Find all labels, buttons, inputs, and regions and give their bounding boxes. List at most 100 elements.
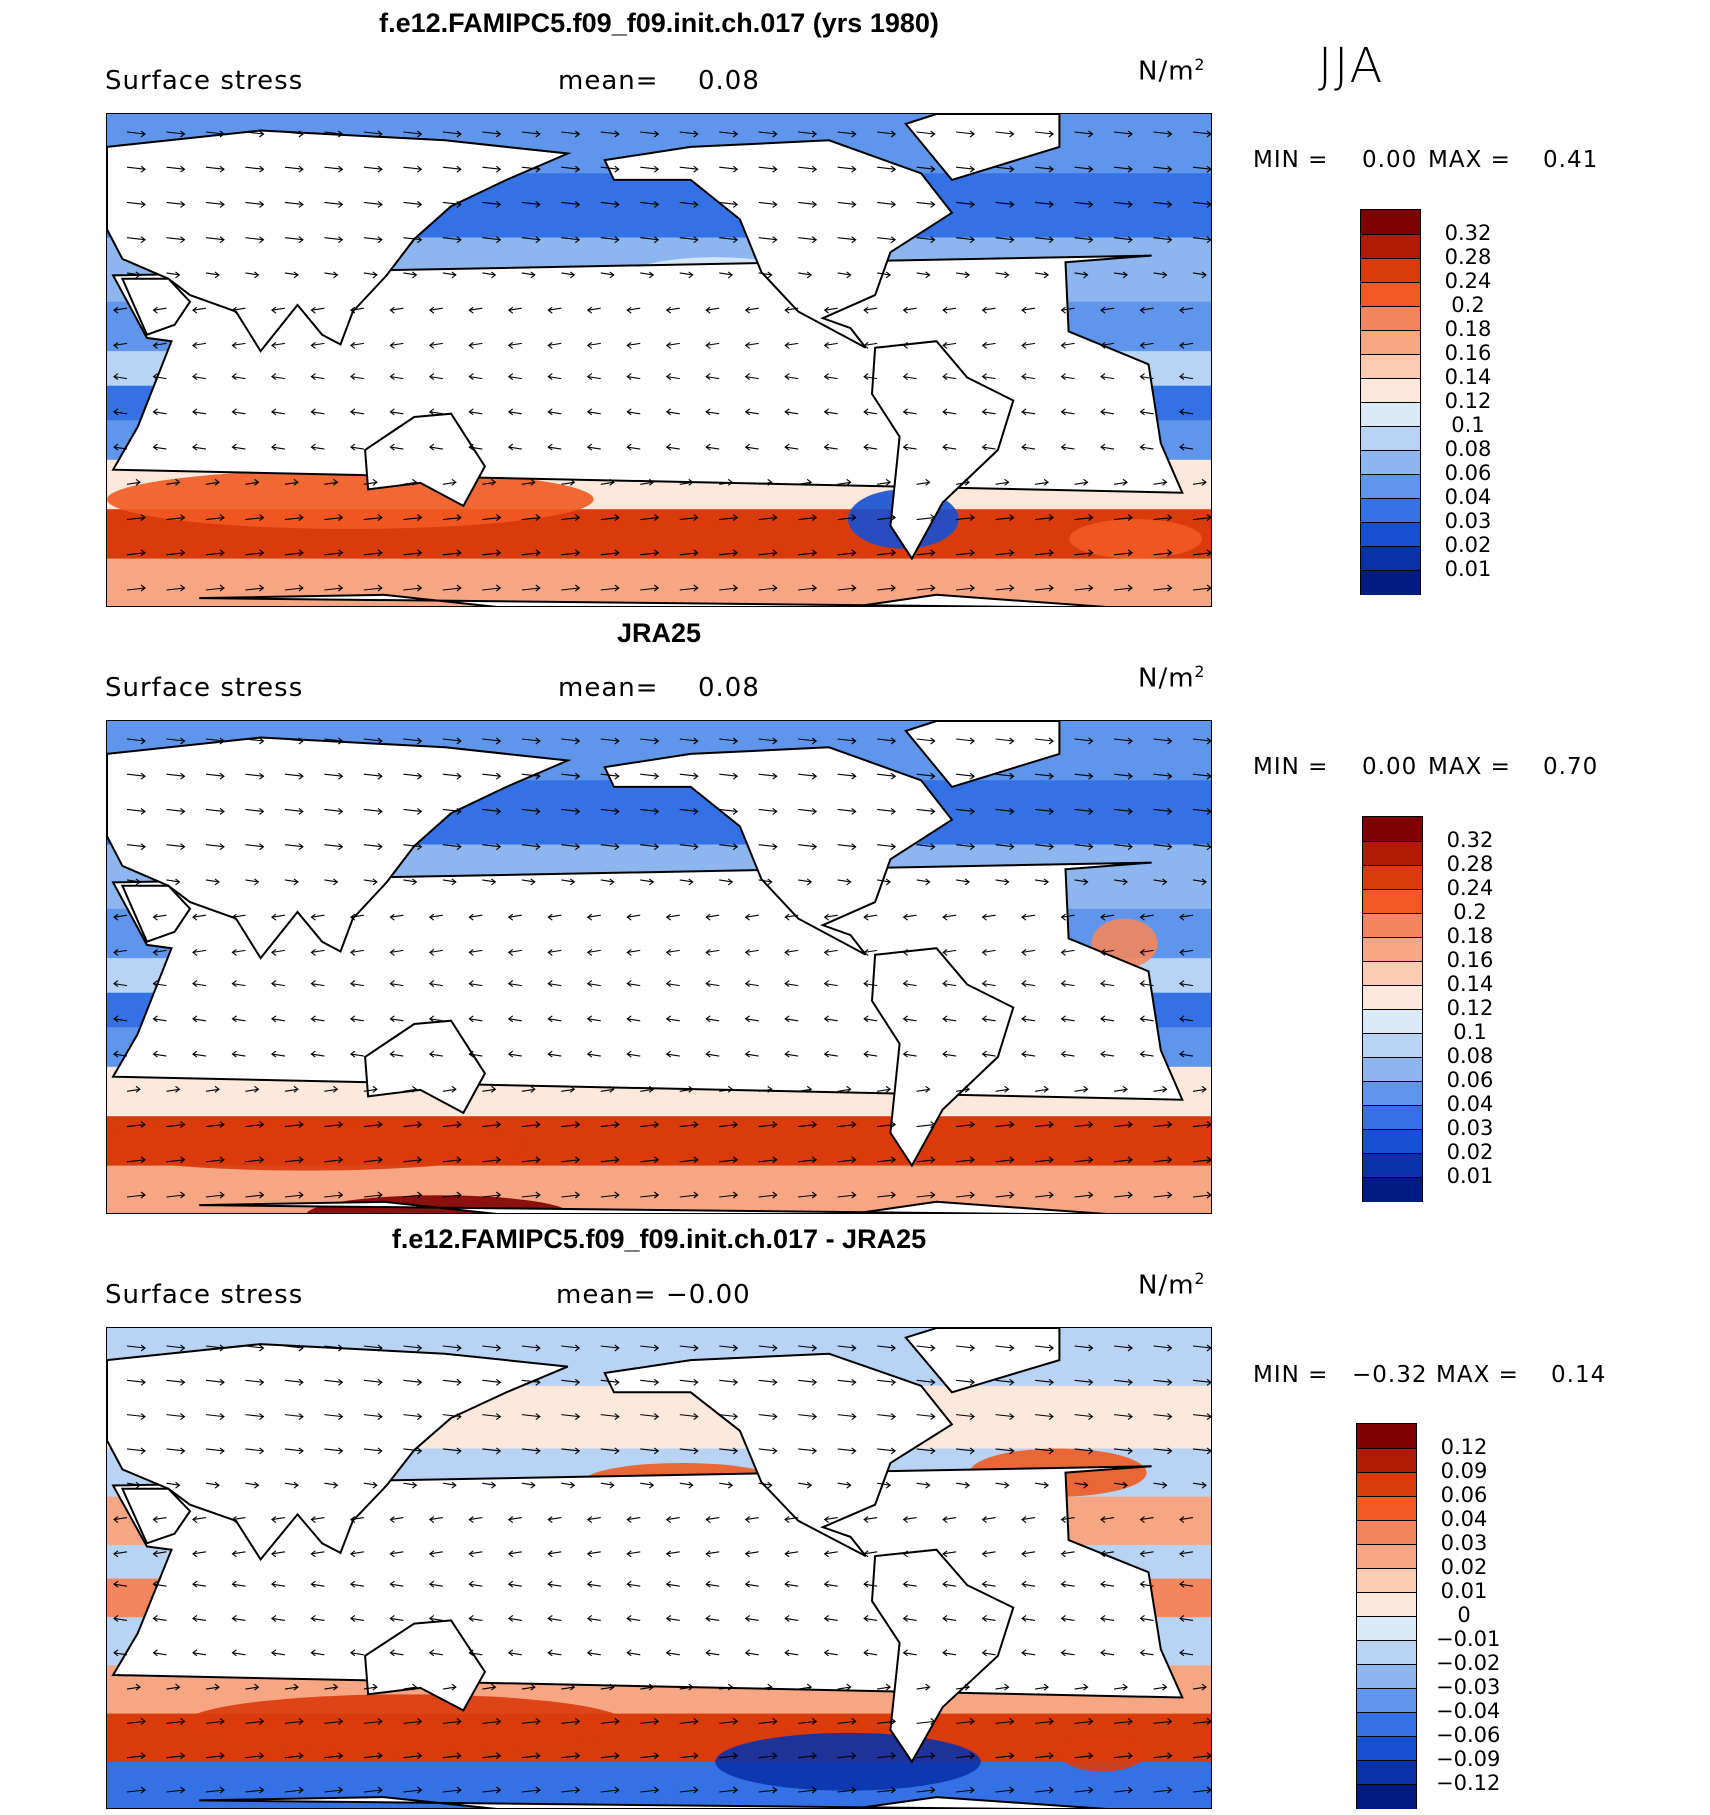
vector-arrow — [640, 844, 659, 848]
vector-arrowhead — [851, 1752, 857, 1760]
vector-arrow — [1034, 1686, 1049, 1690]
vector-arrowhead — [772, 1191, 778, 1199]
vector-arrowhead — [653, 737, 660, 745]
vector-arrow — [363, 1345, 382, 1349]
vector-arrow — [442, 552, 461, 556]
vector-arrow — [561, 1194, 580, 1198]
vector-arrowhead — [1127, 1121, 1133, 1128]
vector-arrowhead — [535, 1447, 541, 1455]
vector-arrowhead — [772, 843, 778, 851]
vector-arrow — [600, 1720, 619, 1724]
vector-arrowhead — [648, 271, 655, 279]
vector-arrowhead — [665, 1580, 672, 1588]
vector-arrowhead — [574, 549, 581, 557]
vector-arrowhead — [653, 1413, 660, 1421]
vector-arrow — [745, 411, 759, 415]
vector-arrowhead — [648, 1683, 655, 1691]
vector-arrow — [166, 1789, 185, 1793]
vector-arrow — [798, 587, 817, 591]
vector-arrowhead — [574, 514, 581, 521]
vector-arrowhead — [981, 1550, 987, 1558]
vector-arrow — [1074, 1123, 1093, 1128]
vector-arrowhead — [574, 1191, 581, 1199]
vector-arrow — [758, 481, 772, 485]
vector-arrowhead — [428, 341, 435, 349]
vector-arrowhead — [614, 772, 620, 780]
vector-arrowhead — [219, 514, 225, 521]
vector-arrow — [1192, 808, 1211, 813]
vector-arrowhead — [964, 1085, 971, 1093]
vector-arrow — [1035, 773, 1054, 777]
vector-arrowhead — [254, 878, 260, 886]
vector-arrow — [1074, 552, 1093, 556]
vector-arrow — [824, 411, 838, 415]
vector-arrow — [482, 272, 496, 276]
vector-arrowhead — [653, 549, 660, 557]
vector-arrowhead — [885, 478, 892, 486]
vector-arrowhead — [574, 772, 581, 780]
vector-arrowhead — [969, 584, 976, 592]
vector-arrowhead — [535, 808, 541, 815]
vector-arrow — [205, 1414, 225, 1418]
vector-arrow — [561, 1686, 575, 1690]
vector-arrow — [442, 879, 456, 883]
vector-arrow — [311, 1583, 325, 1587]
vector-arrow — [205, 1448, 225, 1452]
vector-arrowhead — [653, 236, 660, 244]
vector-arrowhead — [930, 1413, 936, 1421]
vector-arrow — [798, 808, 817, 813]
vector-arrowhead — [1021, 1615, 1027, 1622]
vector-arrowhead — [530, 1085, 536, 1093]
vector-arrow — [205, 131, 225, 135]
colorbar-tick-label: 0.06 — [1440, 1483, 1488, 1507]
vector-arrowhead — [180, 772, 186, 780]
land-namerica — [603, 1352, 954, 1557]
vector-arrowhead — [1179, 1580, 1185, 1588]
vector-arrow — [956, 1720, 975, 1724]
vector-arrowhead — [614, 201, 620, 208]
vector-arrow — [1021, 1053, 1036, 1057]
vector-arrow — [627, 983, 641, 987]
vector-arrowhead — [890, 843, 897, 851]
vector-arrowhead — [811, 201, 818, 208]
vector-arrow — [877, 738, 896, 742]
vector-arrowhead — [1127, 1447, 1133, 1455]
vector-arrowhead — [688, 1683, 694, 1691]
vector-arrowhead — [298, 201, 304, 208]
vector-arrowhead — [496, 772, 502, 780]
vector-arrowhead — [507, 1580, 514, 1588]
vector-arrow — [666, 983, 680, 987]
vector-arrowhead — [389, 1649, 395, 1657]
vector-arrow — [877, 879, 891, 883]
vector-arrow — [469, 949, 483, 953]
vector-arrow — [166, 1159, 185, 1163]
vector-arrowhead — [981, 306, 987, 314]
vector-arrowhead — [349, 948, 356, 956]
colorbar-tick-label: 0.03 — [1444, 509, 1492, 533]
vector-arrowhead — [1179, 1516, 1185, 1523]
vector-arrow — [1061, 1551, 1075, 1555]
vector-arrowhead — [175, 878, 181, 886]
vector-arrowhead — [784, 913, 790, 921]
vector-arrowhead — [377, 1447, 383, 1455]
panel-2-units: N/m2 — [1138, 663, 1206, 694]
vector-arrow — [403, 879, 417, 883]
vector-arrow — [126, 1448, 146, 1452]
vector-arrow — [745, 949, 759, 953]
vector-arrow — [903, 1053, 917, 1057]
vector-arrowhead — [417, 1752, 423, 1760]
vector-arrow — [324, 1482, 338, 1486]
vector-arrow — [166, 587, 185, 591]
vector-arrowhead — [310, 1050, 316, 1058]
vector-arrow — [1140, 307, 1154, 311]
vector-arrow — [403, 1088, 417, 1092]
vector-arrow — [824, 1551, 838, 1555]
vector-arrow — [363, 1482, 377, 1486]
vector-arrow — [1034, 879, 1049, 883]
vector-arrowhead — [1206, 1156, 1211, 1164]
vector-arrow — [508, 376, 522, 380]
vector-arrowhead — [1009, 1752, 1015, 1760]
vector-arrowhead — [942, 306, 948, 314]
vector-arrowhead — [456, 808, 462, 815]
vector-arrowhead — [507, 373, 514, 381]
